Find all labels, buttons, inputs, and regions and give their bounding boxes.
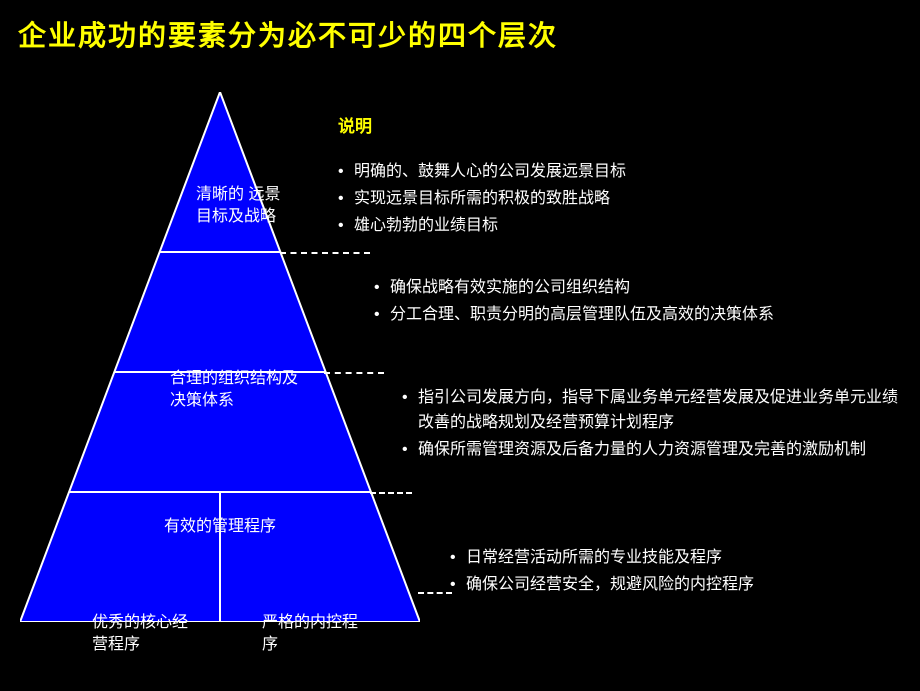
pyramid-label-level3: 有效的管理程序 bbox=[164, 516, 314, 538]
explain-item: 指引公司发展方向，指导下属业务单元经营发展及促进业务单元业绩改善的战略规划及经营… bbox=[402, 386, 907, 436]
explain-title: 说明 bbox=[338, 112, 372, 137]
explain-item: 日常经营活动所需的专业技能及程序 bbox=[450, 546, 905, 571]
pyramid-label-level2: 合理的组织结构及决策体系 bbox=[170, 368, 300, 411]
page-title: 企业成功的要素分为必不可少的四个层次 bbox=[18, 14, 558, 54]
explain-item: 明确的、鼓舞人心的公司发展远景目标 bbox=[338, 160, 898, 185]
explain-item: 雄心勃勃的业绩目标 bbox=[338, 214, 898, 239]
explain-item: 实现远景目标所需的积极的致胜战略 bbox=[338, 187, 898, 212]
explain-item: 确保战略有效实施的公司组织结构 bbox=[374, 276, 904, 301]
pyramid-label-level4-right: 严格的内控程序 bbox=[262, 612, 362, 655]
connector-1 bbox=[280, 252, 370, 254]
connector-3 bbox=[370, 492, 412, 494]
explain-item: 确保公司经营安全，规避风险的内控程序 bbox=[450, 573, 905, 598]
explain-block-1: 明确的、鼓舞人心的公司发展远景目标 实现远景目标所需的积极的致胜战略 雄心勃勃的… bbox=[338, 158, 898, 240]
connector-2 bbox=[324, 372, 384, 374]
explain-item: 确保所需管理资源及后备力量的人力资源管理及完善的激励机制 bbox=[402, 438, 907, 463]
explain-item: 分工合理、职责分明的高层管理队伍及高效的决策体系 bbox=[374, 303, 904, 328]
pyramid-label-level4-left: 优秀的核心经营程序 bbox=[92, 612, 202, 655]
explain-block-2: 确保战略有效实施的公司组织结构 分工合理、职责分明的高层管理队伍及高效的决策体系 bbox=[374, 274, 904, 330]
explain-block-3: 指引公司发展方向，指导下属业务单元经营发展及促进业务单元业绩改善的战略规划及经营… bbox=[402, 384, 907, 464]
connector-4 bbox=[418, 592, 452, 594]
pyramid-label-level1: 清晰的 远景目标及战略 bbox=[196, 184, 290, 227]
explain-block-4: 日常经营活动所需的专业技能及程序 确保公司经营安全，规避风险的内控程序 bbox=[450, 544, 905, 600]
